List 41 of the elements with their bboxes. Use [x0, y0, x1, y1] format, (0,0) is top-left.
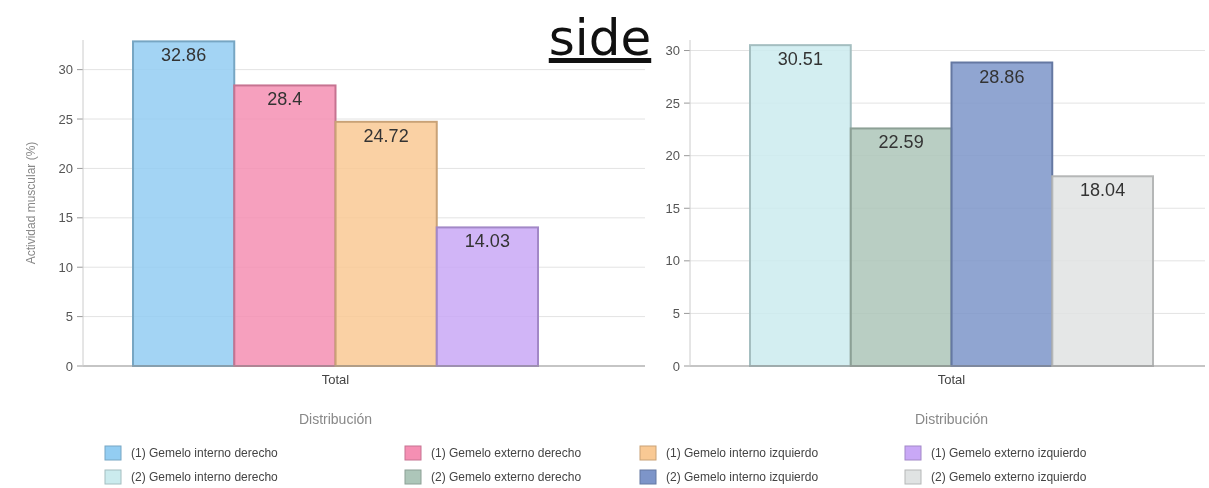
bar — [435, 226, 539, 367]
y-tick-label: 20 — [58, 160, 73, 176]
bar — [950, 61, 1054, 367]
y-tick-label: 10 — [58, 259, 73, 275]
y-tick-label: 0 — [65, 358, 73, 374]
data-label: 30.51 — [777, 49, 823, 70]
x-axis-title: Distribución — [914, 411, 989, 427]
y-tick-label: 15 — [58, 210, 73, 226]
y-tick-label: 15 — [665, 200, 680, 216]
y-tick-label: 25 — [665, 95, 680, 111]
y-axis-title: Actividad muscular (%) — [24, 141, 38, 265]
y-tick-label: 5 — [672, 305, 680, 321]
legend-label: (1) Gemelo interno izquierdo — [666, 446, 819, 461]
data-label: 28.4 — [267, 89, 303, 110]
data-label: 22.59 — [878, 132, 924, 153]
legend-label: (1) Gemelo externo izquierdo — [931, 446, 1087, 461]
x-axis-title: Distribución — [298, 411, 373, 427]
y-tick-label: 30 — [58, 62, 73, 78]
legend-label: (2) Gemelo externo derecho — [431, 470, 582, 485]
y-tick-label: 30 — [665, 43, 680, 59]
data-label: 24.72 — [363, 125, 409, 146]
data-label: 32.86 — [161, 45, 207, 66]
bar — [233, 84, 337, 367]
legend-label: (2) Gemelo interno derecho — [131, 470, 279, 485]
data-label: 18.04 — [1080, 180, 1126, 201]
annotation: side — [548, 9, 652, 67]
legend-label: (1) Gemelo interno derecho — [131, 446, 279, 461]
y-tick-label: 25 — [58, 111, 73, 127]
legend-label: (1) Gemelo externo derecho — [431, 446, 582, 461]
bar — [334, 120, 438, 367]
legend-label: (2) Gemelo externo izquierdo — [931, 470, 1087, 485]
y-tick-label: 20 — [665, 148, 680, 164]
x-tick-label: Total — [937, 372, 966, 387]
y-tick-label: 10 — [665, 253, 680, 269]
y-tick-label: 0 — [672, 358, 680, 374]
data-label: 14.03 — [464, 231, 510, 252]
bar — [132, 40, 236, 367]
x-tick-label: Total — [321, 372, 350, 387]
y-tick-label: 5 — [65, 309, 73, 325]
legend-label: (2) Gemelo interno izquierdo — [666, 470, 819, 485]
data-label: 28.86 — [979, 66, 1025, 87]
